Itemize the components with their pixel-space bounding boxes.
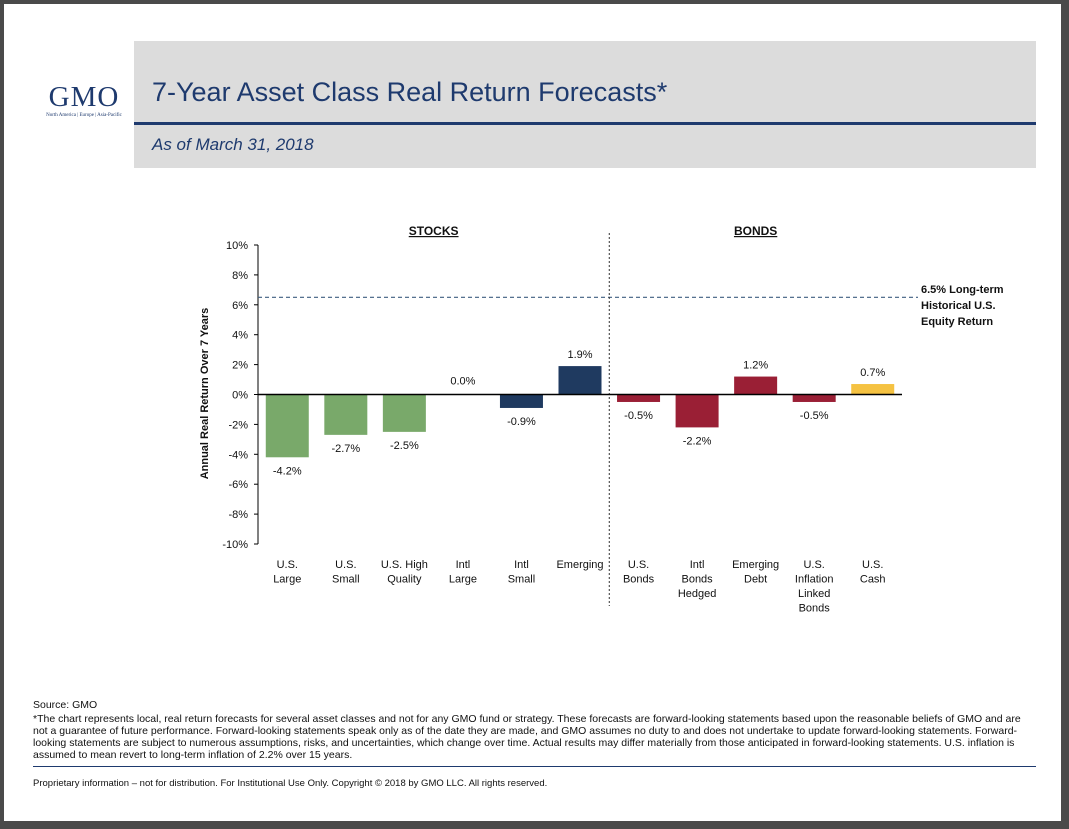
data-label: -4.2% [273, 465, 302, 477]
category-label: Intl [690, 559, 705, 571]
y-axis-title: Annual Real Return Over 7 Years [199, 308, 211, 480]
category-label: U.S. [803, 559, 824, 571]
y-tick-label: 2% [232, 360, 248, 372]
category-label: Large [273, 574, 301, 586]
category-label: Small [332, 574, 360, 586]
y-tick-label: -2% [228, 419, 248, 431]
page-subtitle: As of March 31, 2018 [152, 135, 314, 154]
bar-chart: 10% 8% 6% 4% 2% 0% -2% -4% -6% -8% -10% Annual Real… [199, 224, 1004, 615]
category-label: U.S. [335, 559, 356, 571]
source-note: Source: GMO [33, 699, 98, 711]
group-header: BONDS [734, 224, 777, 238]
bar [382, 394, 426, 432]
bar [499, 394, 543, 408]
logo-wordmark: GMO [48, 81, 120, 113]
group-header: STOCKS [409, 224, 459, 238]
category-label: Bonds [681, 574, 713, 586]
slide: GMO North America | Europe | Asia-Pacifi… [4, 4, 1061, 821]
category-label: Quality [387, 574, 422, 586]
category-label: Intl [514, 559, 529, 571]
page-title: 7-Year Asset Class Real Return Forecasts… [152, 77, 668, 107]
bar [617, 394, 661, 402]
data-label: -2.5% [390, 440, 419, 452]
category-label: Bonds [799, 603, 831, 615]
data-label: -0.5% [800, 410, 829, 422]
y-tick-label: 6% [232, 300, 248, 312]
category-label: Small [508, 574, 536, 586]
category-label: Cash [860, 574, 886, 586]
category-label: Large [449, 574, 477, 586]
category-label: U.S. [862, 559, 883, 571]
data-label: 1.2% [743, 360, 768, 372]
category-label: U.S. [628, 559, 649, 571]
bar [675, 394, 719, 428]
disclaimer-note: *The chart represents local, real return… [33, 713, 1021, 761]
data-label: -2.2% [683, 435, 712, 447]
footer-divider [33, 766, 1036, 767]
y-tick-label: -10% [222, 539, 248, 551]
y-tick-label: -6% [228, 479, 248, 491]
bar [851, 384, 895, 395]
bar [324, 394, 368, 435]
gmo-logo: GMO North America | Europe | Asia-Pacifi… [34, 82, 134, 120]
category-label: Bonds [623, 574, 655, 586]
bar [558, 366, 602, 395]
y-tick-label: 4% [232, 330, 248, 342]
category-label: Emerging [732, 559, 779, 571]
category-label: Emerging [556, 559, 603, 571]
bar [792, 394, 836, 402]
reference-line-label: 6.5% Long-term [921, 284, 1004, 296]
category-label: U.S. High [381, 559, 428, 571]
bar [265, 394, 309, 458]
category-label: Linked [798, 588, 830, 600]
category-label: Hedged [678, 588, 717, 600]
data-label: 0.7% [860, 367, 885, 379]
category-label: Debt [744, 574, 767, 586]
reference-line-label: Historical U.S. [921, 300, 996, 312]
y-tick-label: -4% [228, 449, 248, 461]
category-label: U.S. [277, 559, 298, 571]
data-label: -0.5% [624, 410, 653, 422]
category-label: Intl [456, 559, 471, 571]
data-label: -2.7% [331, 443, 360, 455]
data-label: 1.9% [567, 349, 592, 361]
y-tick-label: 8% [232, 270, 248, 282]
reference-line-label: Equity Return [921, 316, 993, 328]
data-label: 0.0% [450, 376, 475, 388]
title-divider [134, 122, 1036, 125]
category-label: Inflation [795, 574, 834, 586]
header-band [134, 41, 1036, 168]
y-tick-label: 10% [226, 240, 248, 252]
footer-copyright: Proprietary information – not for distri… [33, 778, 548, 789]
y-tick-label: -8% [228, 509, 248, 521]
y-tick-label: 0% [232, 390, 248, 402]
bar [734, 376, 778, 395]
logo-regions: North America | Europe | Asia-Pacific [46, 113, 122, 118]
data-label: -0.9% [507, 416, 536, 428]
